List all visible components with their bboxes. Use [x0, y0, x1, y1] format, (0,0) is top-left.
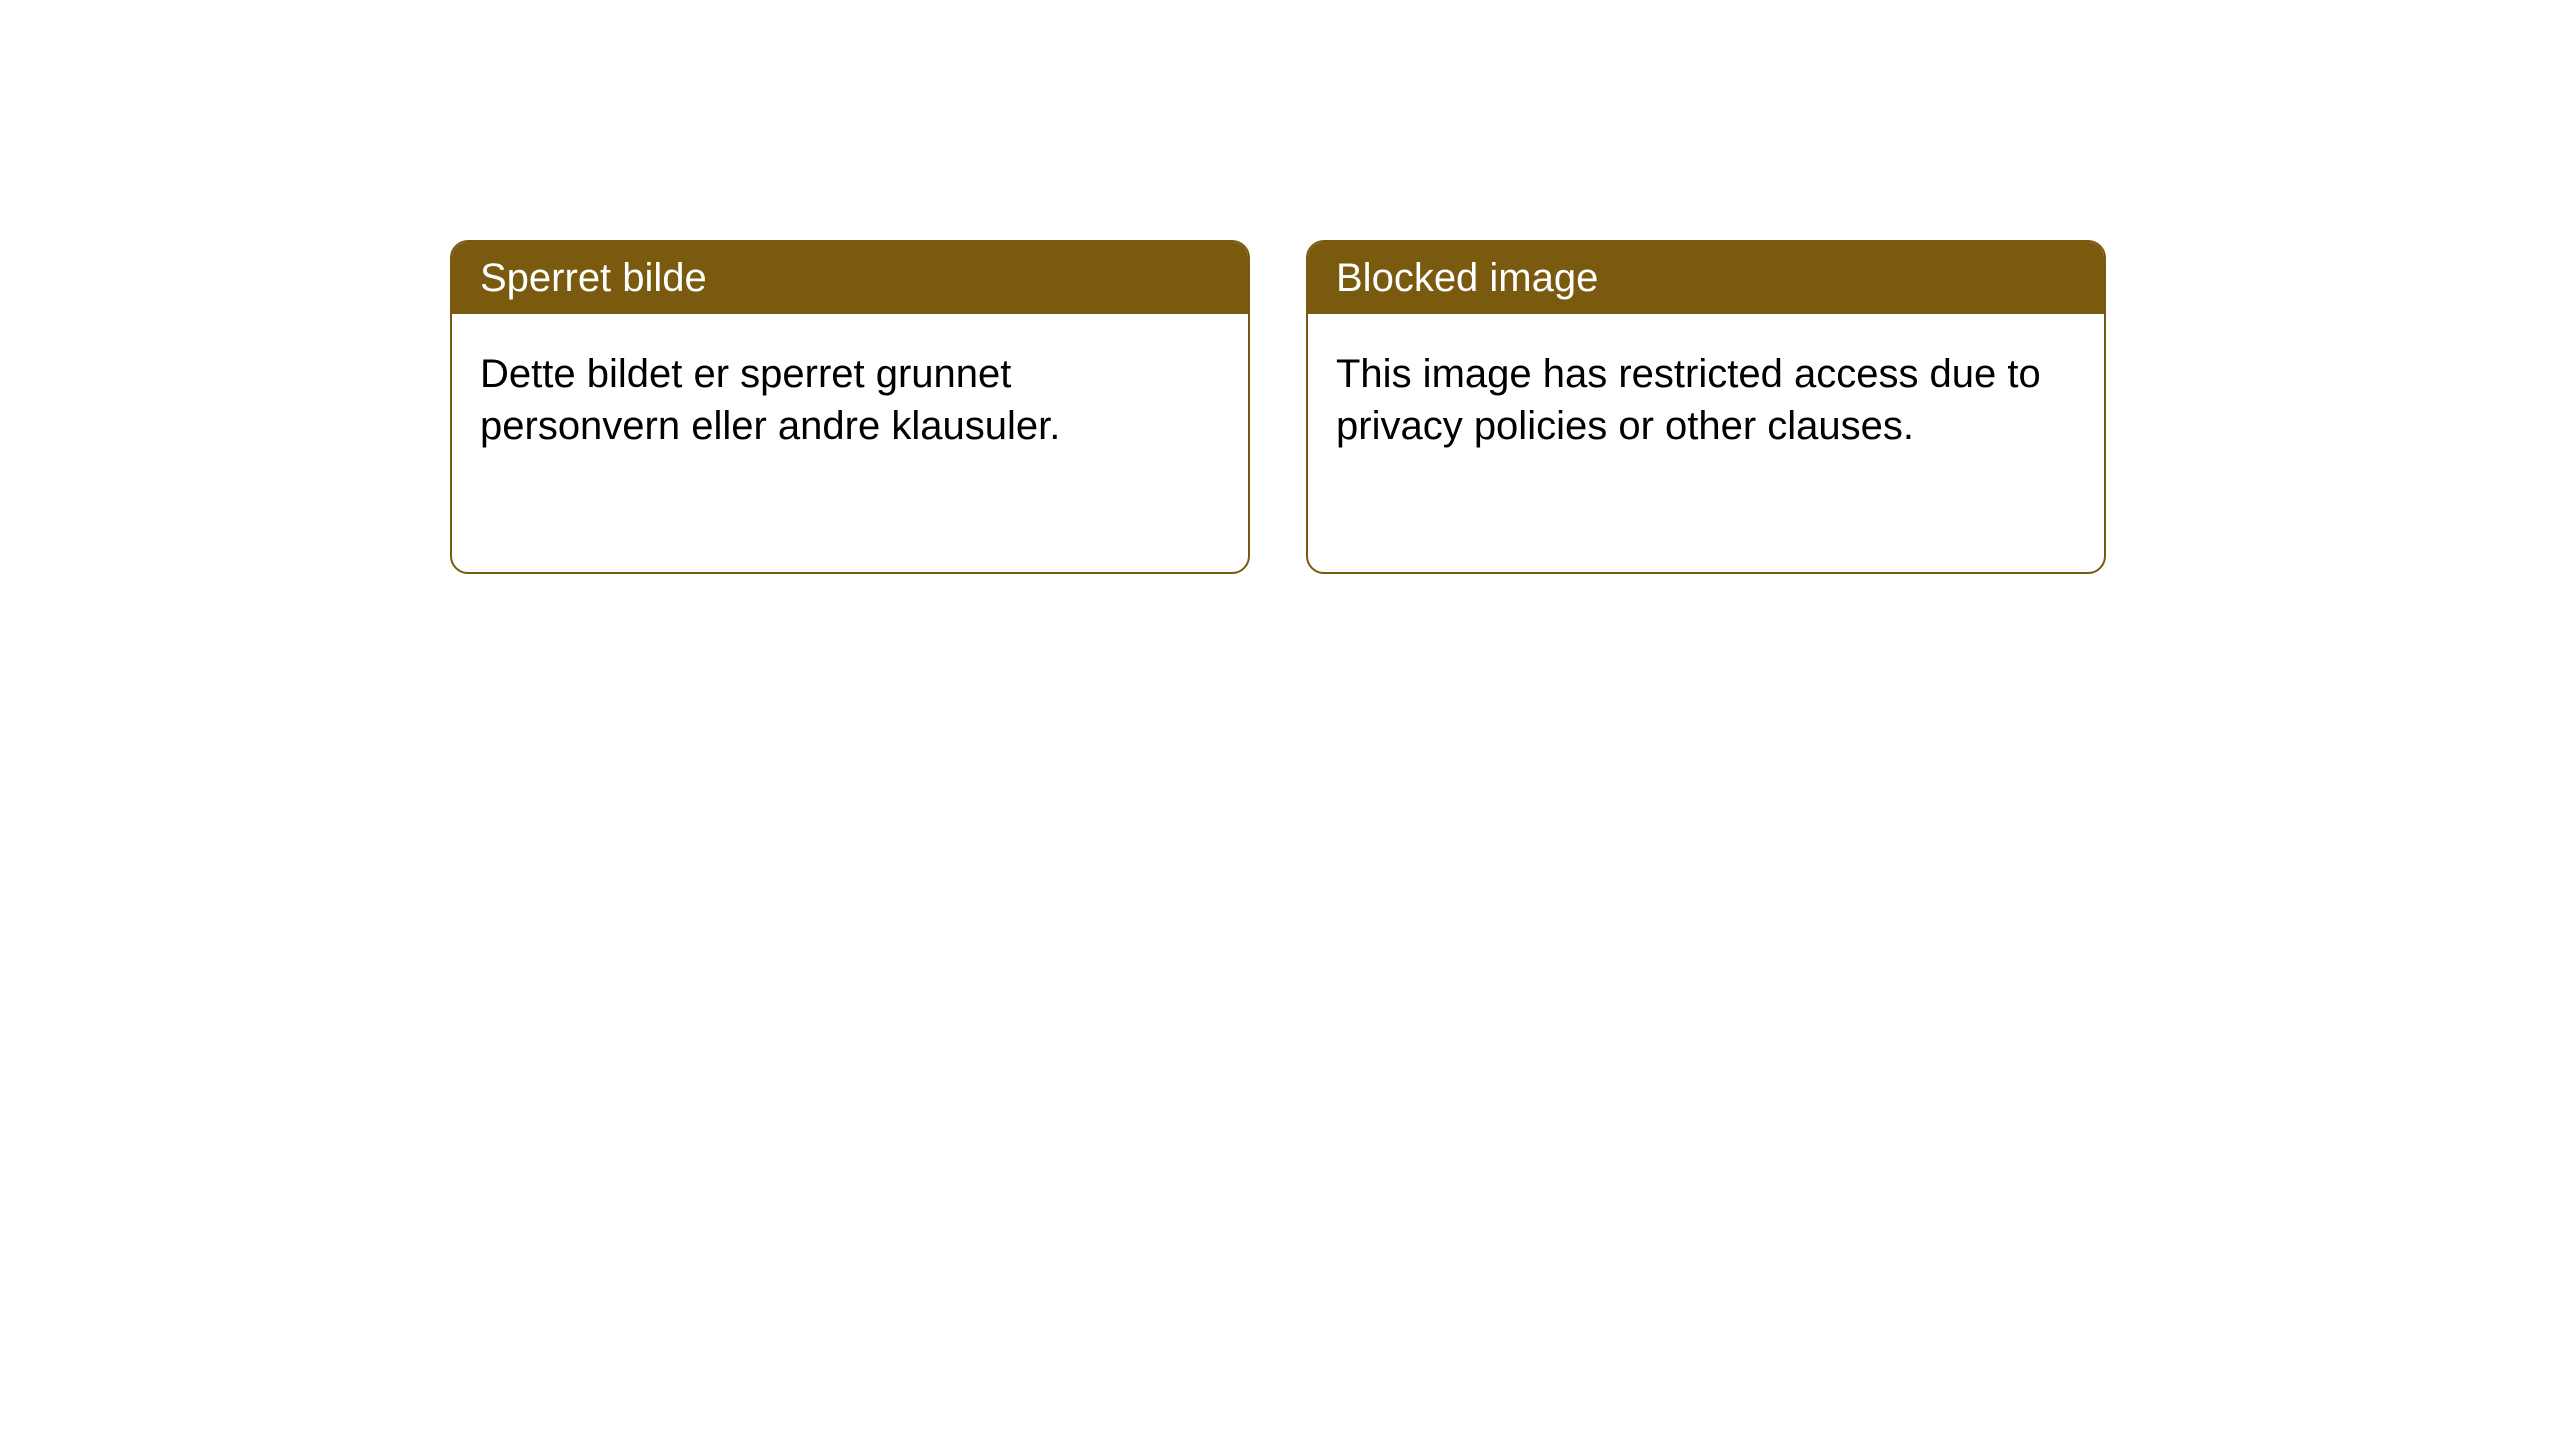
card-body-en: This image has restricted access due to … [1308, 314, 2104, 486]
card-body-text-en: This image has restricted access due to … [1336, 352, 2041, 448]
card-title-en: Blocked image [1336, 256, 1598, 300]
blocked-image-card-no: Sperret bilde Dette bildet er sperret gr… [450, 240, 1250, 574]
card-header-no: Sperret bilde [452, 242, 1248, 314]
card-body-text-no: Dette bildet er sperret grunnet personve… [480, 352, 1060, 448]
card-body-no: Dette bildet er sperret grunnet personve… [452, 314, 1248, 486]
card-header-en: Blocked image [1308, 242, 2104, 314]
blocked-image-card-en: Blocked image This image has restricted … [1306, 240, 2106, 574]
card-title-no: Sperret bilde [480, 256, 707, 300]
notice-cards-container: Sperret bilde Dette bildet er sperret gr… [0, 0, 2560, 574]
